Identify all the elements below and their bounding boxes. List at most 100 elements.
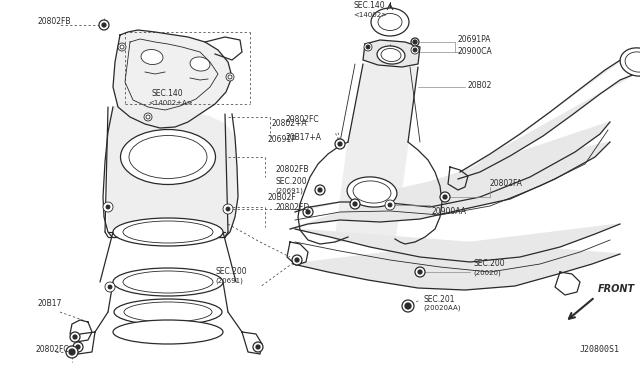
- Circle shape: [105, 282, 115, 292]
- Ellipse shape: [113, 218, 223, 246]
- Circle shape: [103, 202, 113, 212]
- Circle shape: [102, 23, 106, 27]
- Ellipse shape: [120, 129, 216, 185]
- Circle shape: [292, 255, 302, 265]
- Ellipse shape: [377, 46, 405, 64]
- Circle shape: [144, 113, 152, 121]
- Text: SEC.200: SEC.200: [275, 177, 307, 186]
- Circle shape: [120, 45, 124, 49]
- Circle shape: [106, 205, 110, 209]
- Circle shape: [335, 139, 345, 149]
- Polygon shape: [290, 122, 610, 229]
- Ellipse shape: [123, 221, 213, 243]
- Circle shape: [256, 345, 260, 349]
- Ellipse shape: [371, 8, 409, 36]
- Circle shape: [338, 142, 342, 146]
- Ellipse shape: [113, 320, 223, 344]
- Circle shape: [443, 195, 447, 199]
- Circle shape: [418, 270, 422, 274]
- Ellipse shape: [378, 13, 402, 31]
- Text: 20B02: 20B02: [468, 80, 492, 90]
- Circle shape: [118, 43, 126, 51]
- Text: (20020): (20020): [473, 270, 500, 276]
- Ellipse shape: [113, 268, 223, 296]
- Circle shape: [73, 342, 83, 352]
- Circle shape: [405, 303, 411, 309]
- Circle shape: [66, 346, 78, 358]
- Ellipse shape: [141, 49, 163, 64]
- Ellipse shape: [123, 271, 213, 293]
- Circle shape: [226, 73, 234, 81]
- Ellipse shape: [625, 52, 640, 72]
- Circle shape: [415, 267, 425, 277]
- Circle shape: [388, 203, 392, 207]
- Circle shape: [366, 45, 370, 49]
- Polygon shape: [293, 224, 620, 290]
- Ellipse shape: [353, 181, 391, 203]
- Text: 20B02F: 20B02F: [267, 192, 296, 202]
- Polygon shape: [335, 142, 408, 242]
- Circle shape: [226, 207, 230, 211]
- Circle shape: [306, 210, 310, 214]
- Polygon shape: [363, 40, 420, 67]
- Text: SEC.140: SEC.140: [353, 1, 385, 10]
- Text: 20802FD: 20802FD: [275, 203, 309, 212]
- Circle shape: [411, 46, 419, 54]
- Text: SEC.200: SEC.200: [215, 267, 246, 276]
- Text: SEC.140: SEC.140: [152, 90, 184, 99]
- Text: SEC.201: SEC.201: [423, 295, 454, 304]
- Text: 20900AA: 20900AA: [432, 208, 467, 217]
- Text: <14002>: <14002>: [353, 12, 387, 18]
- Circle shape: [402, 300, 414, 312]
- Circle shape: [76, 345, 80, 349]
- Text: (20691): (20691): [215, 278, 243, 284]
- Text: 20900CA: 20900CA: [458, 46, 493, 55]
- Circle shape: [295, 258, 299, 262]
- Circle shape: [413, 40, 417, 44]
- Circle shape: [73, 335, 77, 339]
- Polygon shape: [108, 102, 238, 242]
- Ellipse shape: [190, 57, 210, 71]
- Circle shape: [364, 43, 372, 51]
- Circle shape: [108, 285, 112, 289]
- Ellipse shape: [381, 48, 401, 61]
- Text: 20B17: 20B17: [37, 299, 61, 308]
- Ellipse shape: [124, 302, 212, 322]
- Circle shape: [411, 38, 419, 46]
- Circle shape: [315, 185, 325, 195]
- Text: FRONT: FRONT: [598, 284, 635, 294]
- Polygon shape: [348, 64, 418, 142]
- Text: <14002+A>: <14002+A>: [148, 100, 193, 106]
- Text: SEC.200: SEC.200: [473, 260, 504, 269]
- Text: (20691): (20691): [275, 188, 303, 194]
- Ellipse shape: [114, 299, 222, 325]
- Text: J20800S1: J20800S1: [580, 345, 620, 354]
- Ellipse shape: [620, 48, 640, 76]
- Text: 20802FB: 20802FB: [275, 166, 308, 174]
- Circle shape: [303, 207, 313, 217]
- Circle shape: [99, 20, 109, 30]
- Ellipse shape: [129, 135, 207, 179]
- Circle shape: [440, 192, 450, 202]
- Circle shape: [413, 48, 417, 52]
- Ellipse shape: [347, 177, 397, 207]
- Circle shape: [228, 75, 232, 79]
- Text: 20B17+A: 20B17+A: [285, 132, 321, 141]
- Circle shape: [70, 332, 80, 342]
- Text: 20802FC: 20802FC: [35, 346, 68, 355]
- Text: (20020AA): (20020AA): [423, 305, 461, 311]
- Circle shape: [318, 188, 322, 192]
- Circle shape: [253, 342, 263, 352]
- Circle shape: [385, 200, 395, 210]
- Text: 20802FC: 20802FC: [285, 115, 319, 125]
- Text: 20802FA: 20802FA: [490, 180, 523, 189]
- Text: 20802FB: 20802FB: [37, 17, 70, 26]
- Text: 20802+A: 20802+A: [271, 119, 307, 128]
- Polygon shape: [113, 30, 232, 128]
- Circle shape: [69, 349, 75, 355]
- Circle shape: [146, 115, 150, 119]
- Circle shape: [353, 202, 357, 206]
- Circle shape: [350, 199, 360, 209]
- Circle shape: [223, 204, 233, 214]
- Polygon shape: [458, 50, 635, 179]
